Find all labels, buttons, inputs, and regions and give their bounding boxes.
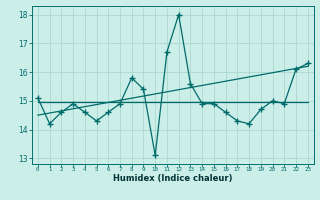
X-axis label: Humidex (Indice chaleur): Humidex (Indice chaleur)	[113, 174, 233, 183]
